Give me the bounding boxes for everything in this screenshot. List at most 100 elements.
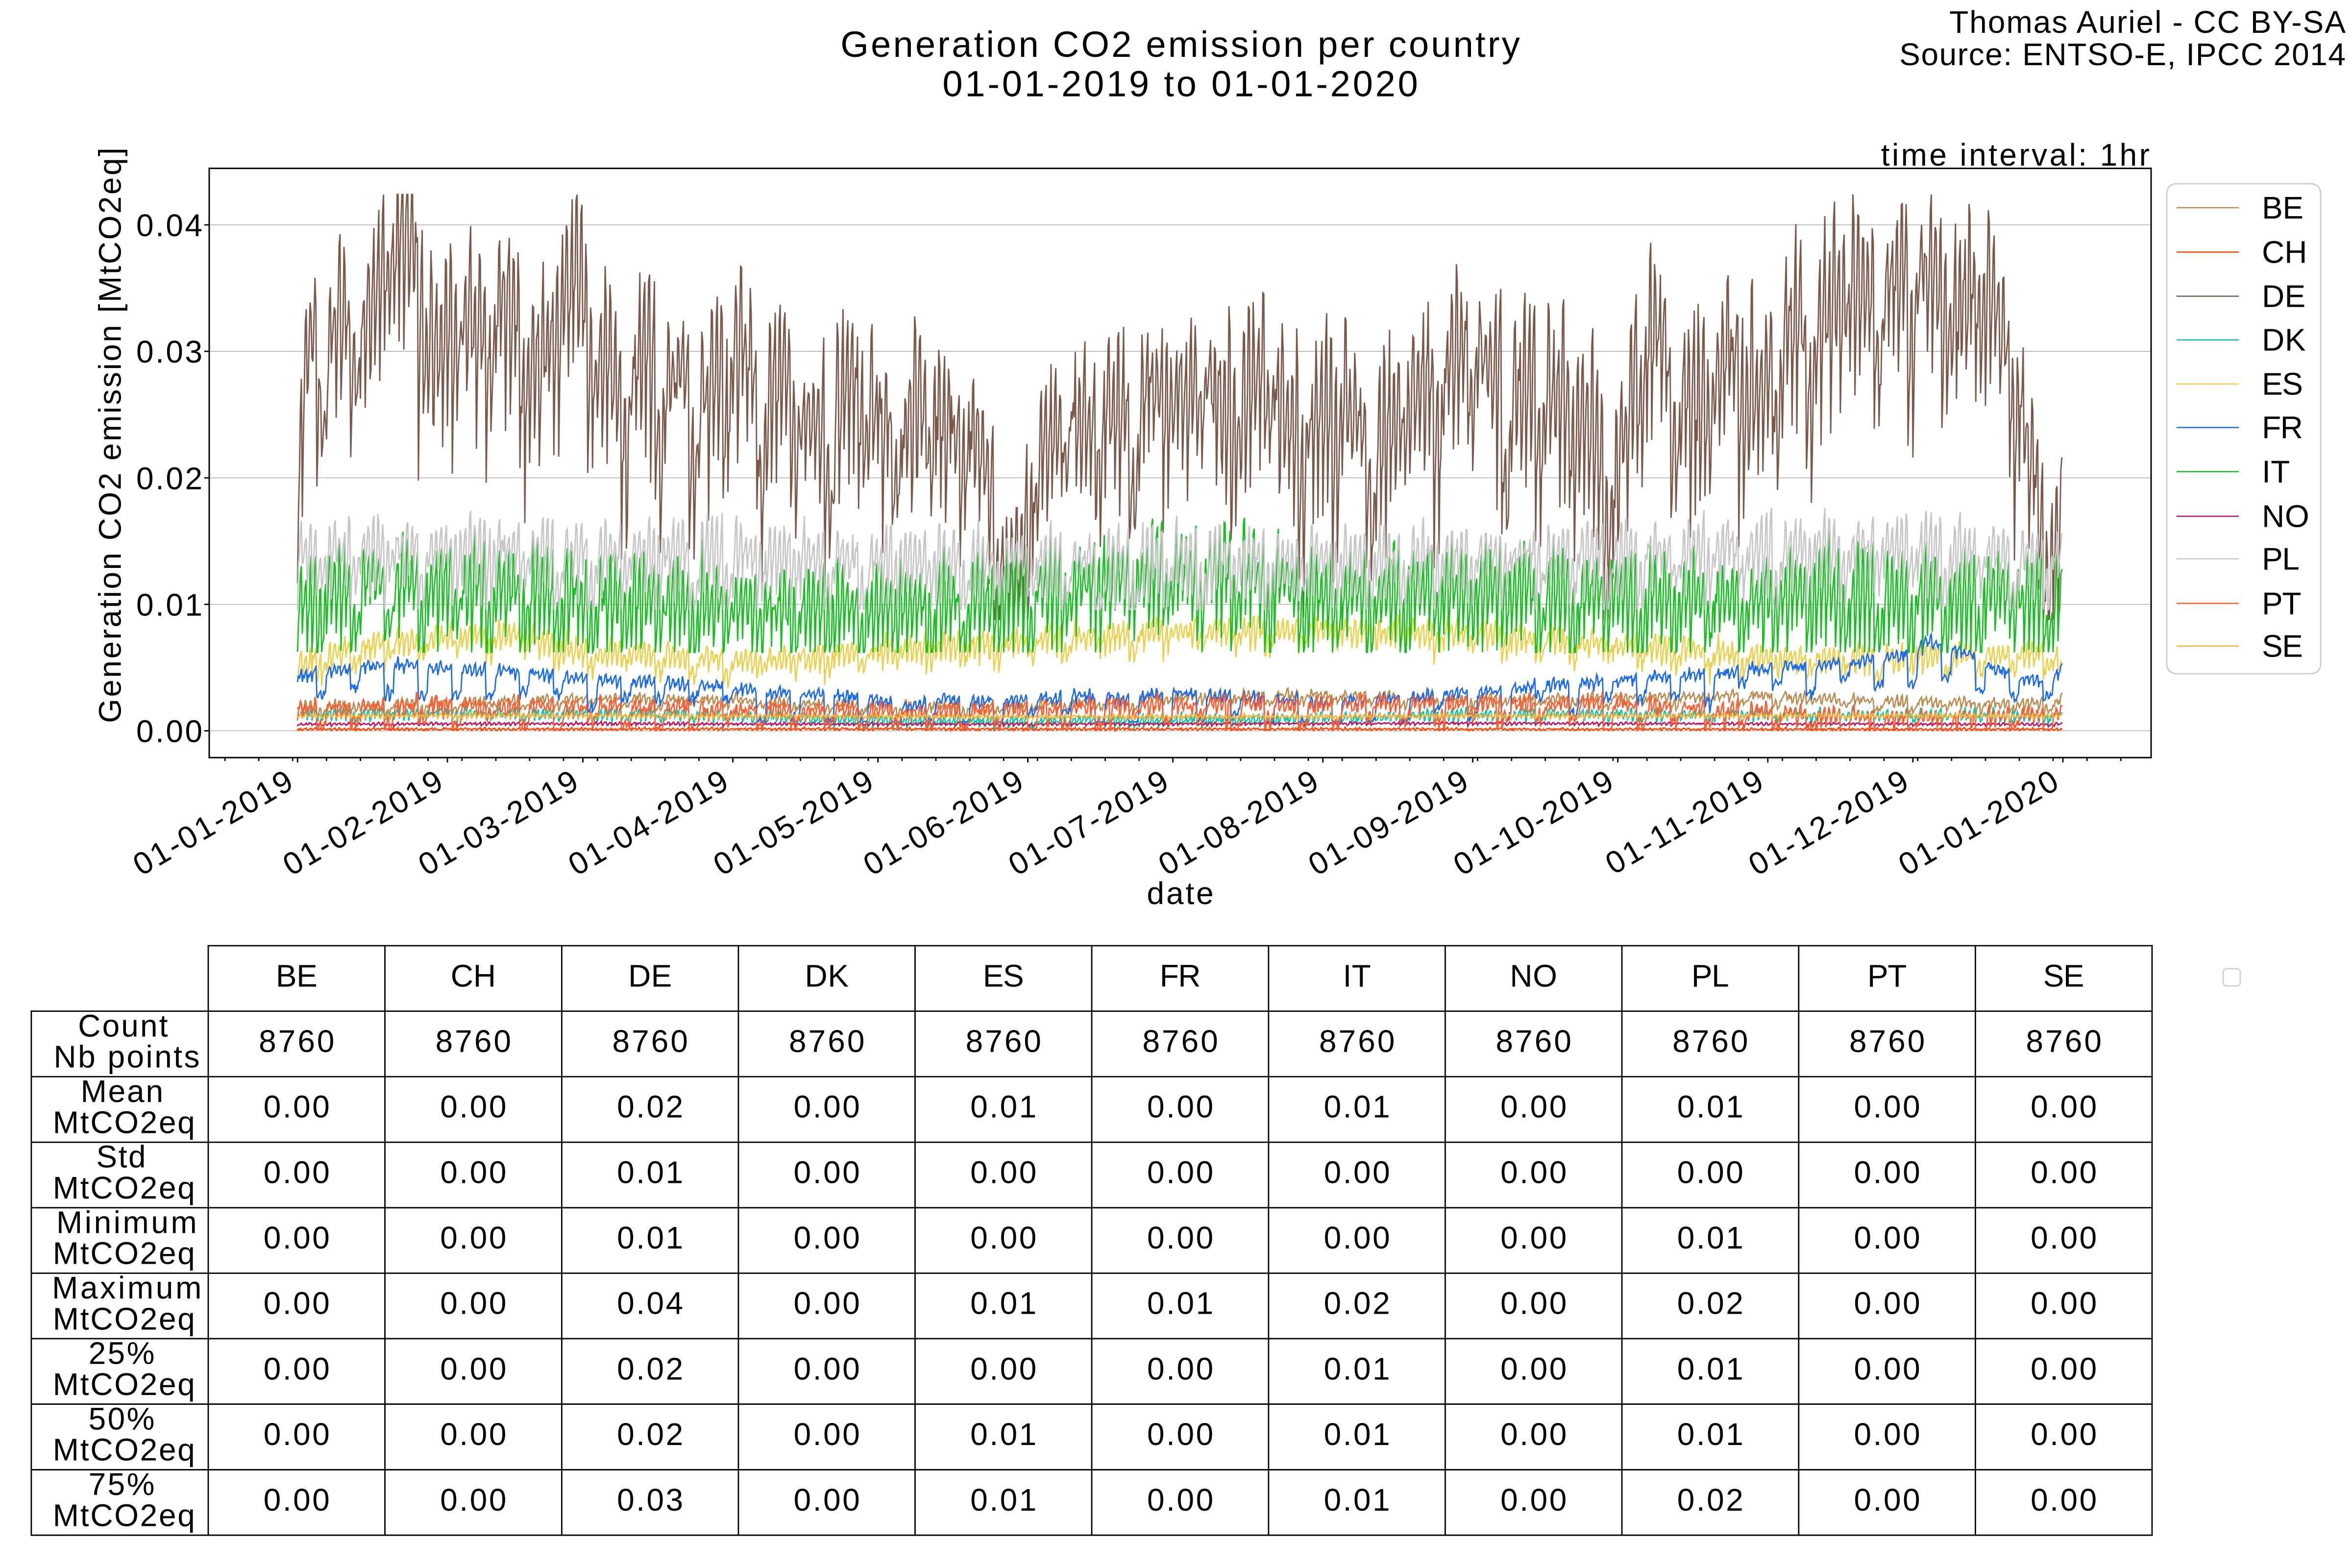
svg-text:0.01: 0.01: [970, 1089, 1038, 1125]
svg-text:MtCO2eq: MtCO2eq: [53, 1301, 196, 1336]
svg-text:0.01: 0.01: [1677, 1417, 1745, 1452]
svg-text:0.01: 0.01: [1677, 1351, 1745, 1386]
svg-text:0.02: 0.02: [617, 1089, 685, 1125]
svg-text:8760: 8760: [1142, 1024, 1220, 1059]
svg-text:0.01: 0.01: [1677, 1220, 1745, 1255]
svg-text:PT: PT: [1867, 958, 1906, 993]
svg-text:0.00: 0.00: [440, 1286, 508, 1321]
svg-text:0.00: 0.00: [1854, 1351, 1922, 1386]
svg-text:0.00: 0.00: [440, 1220, 508, 1255]
svg-text:MtCO2eq: MtCO2eq: [53, 1170, 196, 1205]
svg-text:0.00: 0.00: [440, 1154, 508, 1190]
svg-text:0.01: 0.01: [136, 587, 204, 622]
svg-text:0.00: 0.00: [970, 1154, 1038, 1190]
svg-text:MtCO2eq: MtCO2eq: [53, 1432, 196, 1468]
svg-text:0.00: 0.00: [264, 1286, 332, 1321]
svg-text:PT: PT: [2262, 586, 2301, 621]
svg-text:0.00: 0.00: [440, 1351, 508, 1386]
svg-text:50%: 50%: [89, 1401, 156, 1436]
svg-text:0.00: 0.00: [264, 1351, 332, 1386]
svg-text:8760: 8760: [1672, 1024, 1750, 1059]
svg-text:0.00: 0.00: [794, 1286, 862, 1321]
svg-text:0.00: 0.00: [440, 1089, 508, 1125]
svg-text:0.00: 0.00: [794, 1220, 862, 1255]
svg-text:BE: BE: [276, 958, 318, 993]
svg-text:0.00: 0.00: [1854, 1286, 1922, 1321]
svg-text:8760: 8760: [436, 1024, 513, 1059]
svg-text:0.00: 0.00: [970, 1220, 1038, 1255]
svg-text:FR: FR: [1160, 958, 1200, 993]
svg-text:0.00: 0.00: [1854, 1154, 1922, 1190]
svg-text:0.01: 0.01: [1677, 1089, 1745, 1125]
svg-text:75%: 75%: [89, 1467, 156, 1502]
svg-text:0.00: 0.00: [2031, 1154, 2099, 1190]
svg-text:0.00: 0.00: [1324, 1154, 1392, 1190]
svg-text:0.00: 0.00: [794, 1482, 862, 1518]
svg-text:Nb points: Nb points: [54, 1039, 201, 1075]
svg-text:8760: 8760: [1319, 1024, 1396, 1059]
svg-text:Mean: Mean: [81, 1074, 165, 1109]
svg-text:0.00: 0.00: [1500, 1286, 1568, 1321]
svg-text:DK: DK: [2262, 322, 2306, 358]
svg-text:0.00: 0.00: [1854, 1220, 1922, 1255]
svg-text:0.01: 0.01: [617, 1220, 685, 1255]
svg-text:25%: 25%: [89, 1336, 156, 1371]
svg-text:PL: PL: [2262, 541, 2299, 577]
svg-text:0.04: 0.04: [136, 208, 204, 243]
svg-text:0.00: 0.00: [1500, 1220, 1568, 1255]
svg-text:0.01: 0.01: [1324, 1089, 1392, 1125]
svg-text:0.00: 0.00: [1147, 1089, 1215, 1125]
svg-text:0.00: 0.00: [794, 1154, 862, 1190]
svg-text:0.02: 0.02: [136, 461, 204, 496]
svg-text:0.00: 0.00: [1147, 1154, 1215, 1190]
svg-text:0.03: 0.03: [136, 334, 204, 369]
svg-text:Thomas Auriel - CC BY-SA: Thomas Auriel - CC BY-SA: [1949, 4, 2347, 40]
svg-text:0.01: 0.01: [970, 1482, 1038, 1518]
svg-text:0.00: 0.00: [794, 1417, 862, 1452]
svg-text:8760: 8760: [259, 1024, 336, 1059]
svg-text:MtCO2eq: MtCO2eq: [53, 1104, 196, 1140]
svg-text:0.02: 0.02: [617, 1417, 685, 1452]
svg-text:0.00: 0.00: [2031, 1482, 2099, 1518]
svg-text:NO: NO: [2262, 499, 2309, 534]
svg-text:0.00: 0.00: [1854, 1089, 1922, 1125]
svg-text:0.01: 0.01: [1147, 1286, 1215, 1321]
svg-text:0.00: 0.00: [440, 1417, 508, 1452]
svg-text:0.00: 0.00: [264, 1417, 332, 1452]
svg-text:DE: DE: [2262, 278, 2305, 314]
svg-text:0.00: 0.00: [1500, 1417, 1568, 1452]
svg-text:SE: SE: [2262, 629, 2302, 664]
svg-text:Source: ENTSO-E, IPCC 2014: Source: ENTSO-E, IPCC 2014: [1899, 37, 2346, 72]
svg-text:IT: IT: [2262, 454, 2290, 489]
svg-text:MtCO2eq: MtCO2eq: [53, 1236, 196, 1271]
svg-text:8760: 8760: [966, 1024, 1043, 1059]
svg-text:MtCO2eq: MtCO2eq: [53, 1367, 196, 1402]
svg-text:0.02: 0.02: [1677, 1482, 1745, 1518]
svg-text:8760: 8760: [612, 1024, 690, 1059]
svg-text:0.00: 0.00: [794, 1089, 862, 1125]
svg-text:0.00: 0.00: [1677, 1154, 1745, 1190]
svg-text:0.00: 0.00: [2031, 1089, 2099, 1125]
svg-text:PL: PL: [1691, 958, 1728, 993]
svg-text:FR: FR: [2262, 410, 2302, 445]
svg-text:Count: Count: [78, 1008, 169, 1043]
svg-text:ES: ES: [983, 958, 1023, 993]
svg-text:0.00: 0.00: [1147, 1351, 1215, 1386]
svg-text:0.00: 0.00: [1147, 1482, 1215, 1518]
svg-text:DK: DK: [805, 958, 849, 993]
svg-text:0.00: 0.00: [440, 1482, 508, 1518]
svg-text:0.00: 0.00: [1854, 1417, 1922, 1452]
svg-text:0.01: 0.01: [1324, 1482, 1392, 1518]
svg-text:0.00: 0.00: [1500, 1089, 1568, 1125]
svg-text:0.00: 0.00: [1324, 1220, 1392, 1255]
svg-text:0.00: 0.00: [264, 1154, 332, 1190]
svg-text:DE: DE: [628, 958, 672, 993]
svg-text:ES: ES: [2262, 367, 2302, 402]
svg-text:Std: Std: [97, 1139, 147, 1175]
svg-text:Maximum: Maximum: [52, 1270, 204, 1305]
svg-text:0.02: 0.02: [1677, 1286, 1745, 1321]
svg-text:0.00: 0.00: [1500, 1154, 1568, 1190]
svg-text:0.00: 0.00: [794, 1351, 862, 1386]
svg-text:0.01: 0.01: [970, 1417, 1038, 1452]
svg-text:MtCO2eq: MtCO2eq: [53, 1497, 196, 1533]
